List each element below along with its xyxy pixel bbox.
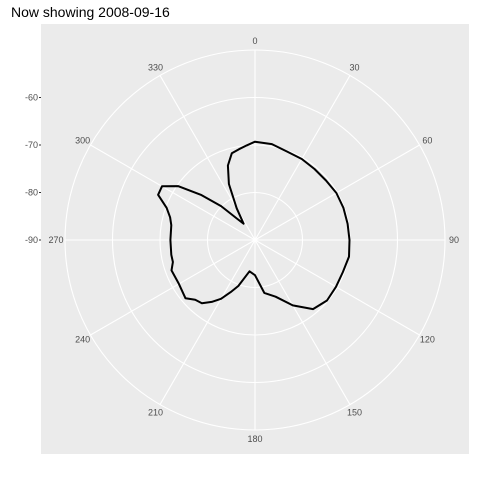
- theta-tick-label: 120: [420, 335, 435, 345]
- theta-tick-label: 210: [148, 407, 163, 417]
- theta-tick-label: 300: [75, 136, 90, 146]
- theta-tick-label: 150: [347, 407, 362, 417]
- radial-tick-label: -60: [25, 93, 38, 103]
- radial-tick-labels: -60 -70 -80 -90: [25, 93, 41, 246]
- theta-tick-label: 60: [422, 136, 432, 146]
- theta-tick-label: 0: [252, 36, 257, 46]
- radial-tick-label: -80: [25, 188, 38, 198]
- theta-tick-label: 270: [48, 235, 63, 245]
- radial-tick-label: -70: [25, 140, 38, 150]
- theta-tick-label: 240: [75, 335, 90, 345]
- theta-tick-label: 30: [349, 63, 359, 73]
- radial-tick-label: -90: [25, 235, 38, 245]
- theta-tick-label: 180: [247, 434, 262, 444]
- theta-tick-label: 90: [449, 235, 459, 245]
- theta-tick-label: 330: [148, 63, 163, 73]
